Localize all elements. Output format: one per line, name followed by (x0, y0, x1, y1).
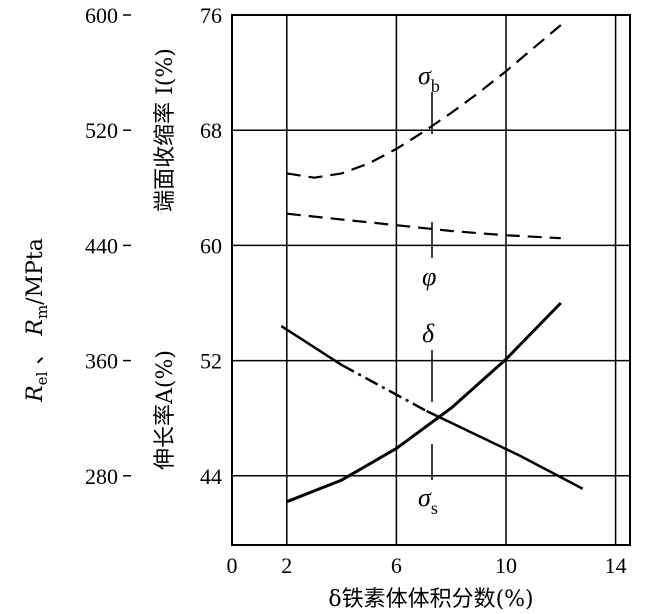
series-line-sigma-s (341, 363, 428, 413)
curve-label-delta: δ (422, 319, 435, 348)
y-mid-tick-label: 44 (200, 464, 222, 489)
series-line-phi (286, 212, 561, 240)
y-left-axis-label: Rel 、 Rm/MPta (23, 238, 51, 403)
curve-label-sigma-s: σs (418, 483, 438, 518)
series-line-sigma-s (280, 324, 343, 366)
x-axis-label: δ铁素体体积分数(%) (328, 587, 533, 612)
curve-label-phi: φ (422, 262, 436, 291)
curve-label-sigma-b: σb (418, 61, 440, 96)
x-tick-label: 14 (605, 553, 627, 578)
y-left-tick-label: 280 (85, 464, 118, 489)
y-mid-tick-label: 76 (200, 3, 222, 28)
y-mid-tick-label: 52 (200, 349, 222, 374)
series-line-sigma-b (286, 24, 562, 179)
x-tick-label: 10 (495, 553, 517, 578)
y-mid-label-bottom: 伸长率A(%) (153, 350, 178, 470)
tick-labels: 280 44 360 52 440 60 520 68 600 76 0 2 6 10 14 (85, 3, 627, 578)
series-line-delta (286, 301, 562, 504)
y-left-tick-label: 520 (85, 118, 118, 143)
series-line-sigma-s (519, 454, 584, 490)
y-left-tick-label: 360 (85, 349, 118, 374)
plot-frame (231, 14, 631, 546)
y-mid-tick-label: 60 (200, 233, 222, 258)
x-tick-label: 0 (227, 553, 238, 578)
y-left-tick-label: 600 (85, 3, 118, 28)
y-mid-label-top: 端面收缩率 I(%) (153, 48, 178, 212)
series-line-sigma-s (425, 409, 521, 457)
y-left-tick-label: 440 (85, 233, 118, 258)
grid-lines (232, 15, 630, 545)
x-tick-label: 6 (391, 553, 402, 578)
x-tick-label: 2 (281, 553, 292, 578)
y-mid-tick-label: 68 (200, 118, 222, 143)
series-layer (280, 24, 584, 504)
